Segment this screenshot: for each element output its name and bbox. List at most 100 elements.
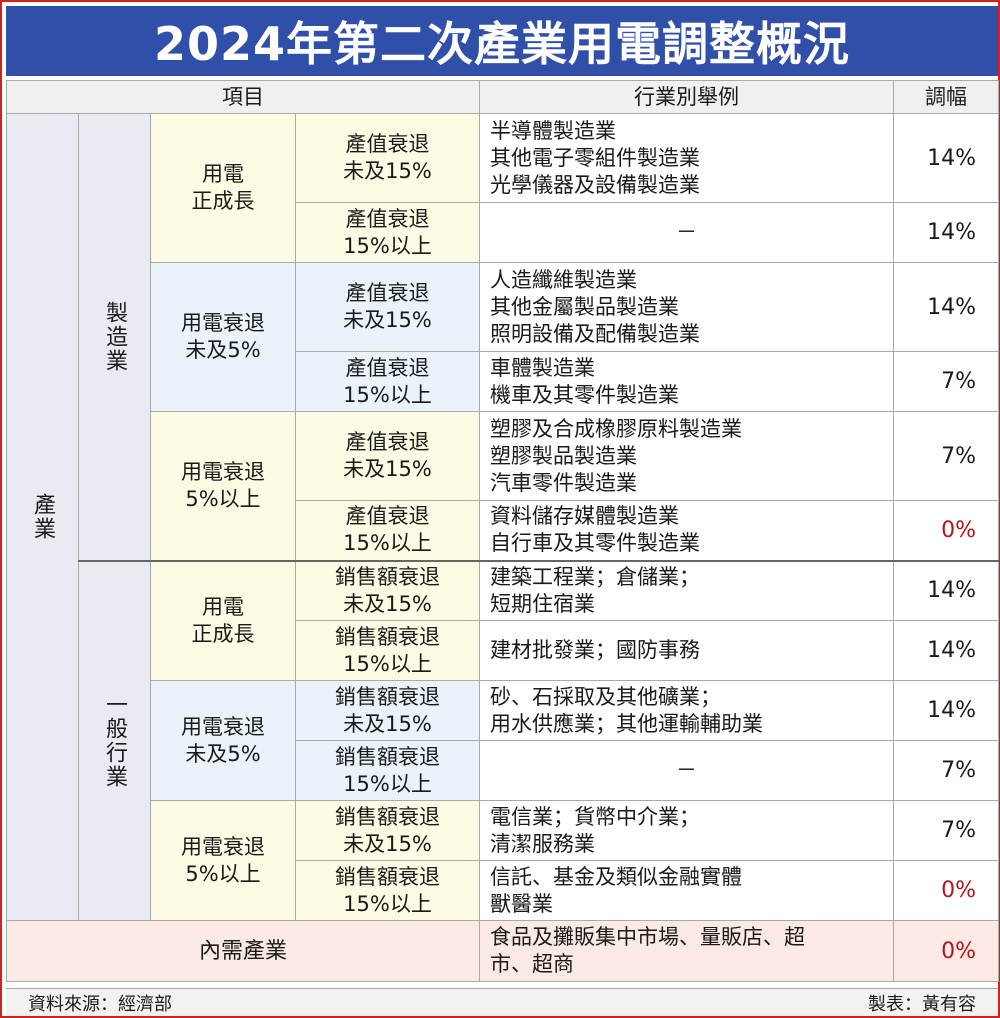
example-industry: 用水供應業；其他運輸輔助業 <box>490 711 763 736</box>
examples-cell: － <box>479 740 894 801</box>
rate-cell: 14% <box>893 620 999 681</box>
decline-condition-label: 未及15% <box>343 831 432 856</box>
table-row: 用電衰退 5%以上 銷售額衰退 未及15% 電信業；貨幣中介業； 清潔服務業 7% <box>7 800 999 921</box>
example-industry: 機車及其零件製造業 <box>490 382 679 407</box>
table-row: 用電衰退 5%以上 產值衰退 未及15% 塑膠及合成橡膠原料製造業 塑膠製品製造業 汽車零件… <box>7 411 999 561</box>
examples-cell: 塑膠及合成橡膠原料製造業 塑膠製品製造業 汽車零件製造業 <box>479 411 894 501</box>
decline-condition-label: 15%以上 <box>343 531 432 556</box>
usage-group-cell: 用電衰退 5%以上 <box>150 411 296 561</box>
example-industry: 車體製造業 <box>490 355 595 380</box>
usage-group-cell: 用電衰退 未及5% <box>150 680 296 801</box>
decline-condition-label: 未及15% <box>343 159 432 183</box>
usage-group-cell: 用電衰退 5%以上 <box>150 800 296 921</box>
rate-cell: 14% <box>893 559 999 621</box>
decline-condition-label: 未及15% <box>343 711 432 736</box>
table-row: 產值衰退 15%以上 車體製造業 機車及其零件製造業 7% <box>7 351 999 412</box>
domestic-row: 內需產業 食品及攤販集中市場、量販店、超 市、超商 0% <box>6 920 999 982</box>
examples-cell: 電信業；貨幣中介業； 清潔服務業 <box>479 800 894 861</box>
example-industry: 自行車及其零件製造業 <box>490 531 700 556</box>
decline-condition-cell: 銷售額衰退 未及15% <box>295 680 480 741</box>
domestic-label: 內需產業 <box>6 920 480 982</box>
rate-cell: 0% <box>893 860 999 921</box>
footer: 資料來源：經濟部 製表：黃有容 <box>6 988 998 1016</box>
rate-cell: 14% <box>893 113 999 203</box>
decline-condition-label: 未及15% <box>343 308 432 332</box>
example-industry: 其他電子零組件製造業 <box>490 145 700 170</box>
decline-condition-label: 未及15% <box>343 591 432 616</box>
usage-group-label: 正成長 <box>191 189 255 213</box>
rate-cell: 0% <box>893 500 999 561</box>
decline-condition-label: 15%以上 <box>343 233 432 258</box>
usage-group-label: 5%以上 <box>185 486 261 511</box>
decline-condition-cell: 產值衰退 15%以上 <box>295 500 480 561</box>
decline-condition-cell: 產值衰退未及15% <box>295 411 480 501</box>
rate-cell: 7% <box>893 800 999 861</box>
example-industry: 照明設備及配備製造業 <box>490 321 700 346</box>
example-industry: 短期住宿業 <box>490 591 595 616</box>
decline-condition-cell: 銷售額衰退 15%以上 <box>295 620 480 681</box>
adjustment-table: 項目 行業別舉例 調幅 產業 製造業 用電 正成長 產值衰退 未及15% 半導體製造業 其他電… <box>6 80 999 982</box>
example-industry: 信託、基金及類似金融實體 <box>490 864 742 889</box>
header-row: 項目 行業別舉例 調幅 <box>6 80 999 114</box>
decline-condition-cell: 銷售額衰退 未及15% <box>295 800 480 861</box>
general-cell: 一般行業 <box>78 559 151 921</box>
table-row: 銷售額衰退 15%以上 － 7% <box>7 740 999 801</box>
example-industry: 電信業；貨幣中介業； <box>490 804 700 829</box>
decline-condition-label: 15%以上 <box>343 771 432 796</box>
table-row: 用電衰退 未及5% 銷售額衰退 未及15% 砂、石採取及其他礦業； 用水供應業；其他運輸輔… <box>7 680 999 801</box>
rate-cell: 14% <box>893 262 999 352</box>
usage-group-label: 用電 <box>202 594 244 619</box>
credit-note: 製表：黃有容 <box>868 993 976 1015</box>
decline-condition-cell: 銷售額衰退 15%以上 <box>295 860 480 921</box>
examples-cell: 信託、基金及類似金融實體 獸醫業 <box>479 860 894 921</box>
example-industry: 資料儲存媒體製造業 <box>490 504 679 529</box>
example-industry: 市、超商 <box>490 952 574 976</box>
decline-condition-cell: 銷售額衰退 未及15% <box>295 559 480 621</box>
decline-condition-label: 銷售額衰退 <box>335 564 440 589</box>
industry-label: 產業 <box>30 493 55 541</box>
title-bar: 2024年第二次產業用電調整概況 <box>6 6 998 76</box>
usage-group-label: 用電衰退 <box>181 459 265 484</box>
usage-group-cell: 用電 正成長 <box>150 113 296 263</box>
examples-cell: 半導體製造業 其他電子零組件製造業 光學儀器及設備製造業 <box>479 113 894 203</box>
decline-condition-label: 產值衰退 <box>345 281 430 305</box>
table-row: 銷售額衰退 15%以上 信託、基金及類似金融實體 獸醫業 0% <box>7 860 999 921</box>
decline-condition-label: 未及15% <box>343 457 432 481</box>
rate-cell: 14% <box>893 202 999 263</box>
examples-cell: 人造纖維製造業 其他金屬製品製造業 照明設備及配備製造業 <box>479 262 894 352</box>
example-industry: 食品及攤販集中市場、量販店、超 <box>490 925 805 949</box>
example-industry: 建築工程業；倉儲業； <box>490 564 700 589</box>
usage-group-label: 用電衰退 <box>181 714 265 739</box>
example-industry: 塑膠及合成橡膠原料製造業 <box>490 416 742 441</box>
header-examples: 行業別舉例 <box>479 80 894 114</box>
example-industry: 人造纖維製造業 <box>490 267 637 292</box>
decline-condition-label: 產值衰退 <box>345 430 430 454</box>
manufacturing-cell: 製造業 <box>78 113 151 561</box>
decline-condition-label: 銷售額衰退 <box>335 864 440 889</box>
examples-cell: － <box>479 202 894 263</box>
table-row: 產值衰退 15%以上 資料儲存媒體製造業 自行車及其零件製造業 0% <box>7 500 999 561</box>
decline-condition-cell: 銷售額衰退 15%以上 <box>295 740 480 801</box>
example-industry: 光學儀器及設備製造業 <box>490 172 700 197</box>
usage-group-label: 用電 <box>202 162 244 186</box>
usage-group-label: 5%以上 <box>185 861 261 886</box>
usage-group-cell: 用電衰退未及5% <box>150 262 296 412</box>
rate-cell: 7% <box>893 740 999 801</box>
decline-condition-label: 產值衰退 <box>345 504 430 529</box>
example-industry: 獸醫業 <box>490 891 553 916</box>
decline-condition-label: 15%以上 <box>343 382 432 407</box>
header-item: 項目 <box>6 80 480 114</box>
rate-cell: 0% <box>893 920 999 982</box>
decline-condition-label: 銷售額衰退 <box>335 804 440 829</box>
usage-group-label: 用電衰退 <box>181 311 265 335</box>
usage-group-label: 未及5% <box>185 338 261 362</box>
rate-cell: 7% <box>893 411 999 501</box>
decline-condition-label: 15%以上 <box>343 891 432 916</box>
table-row: 產值衰退 15%以上 － 14% <box>7 202 999 263</box>
decline-condition-cell: 產值衰退未及15% <box>295 262 480 352</box>
example-industry: 塑膠製品製造業 <box>490 443 637 468</box>
decline-condition-label: 產值衰退 <box>345 132 430 156</box>
decline-condition-cell: 產值衰退 15%以上 <box>295 202 480 263</box>
decline-condition-cell: 產值衰退 15%以上 <box>295 351 480 412</box>
decline-condition-label: 銷售額衰退 <box>335 684 440 709</box>
